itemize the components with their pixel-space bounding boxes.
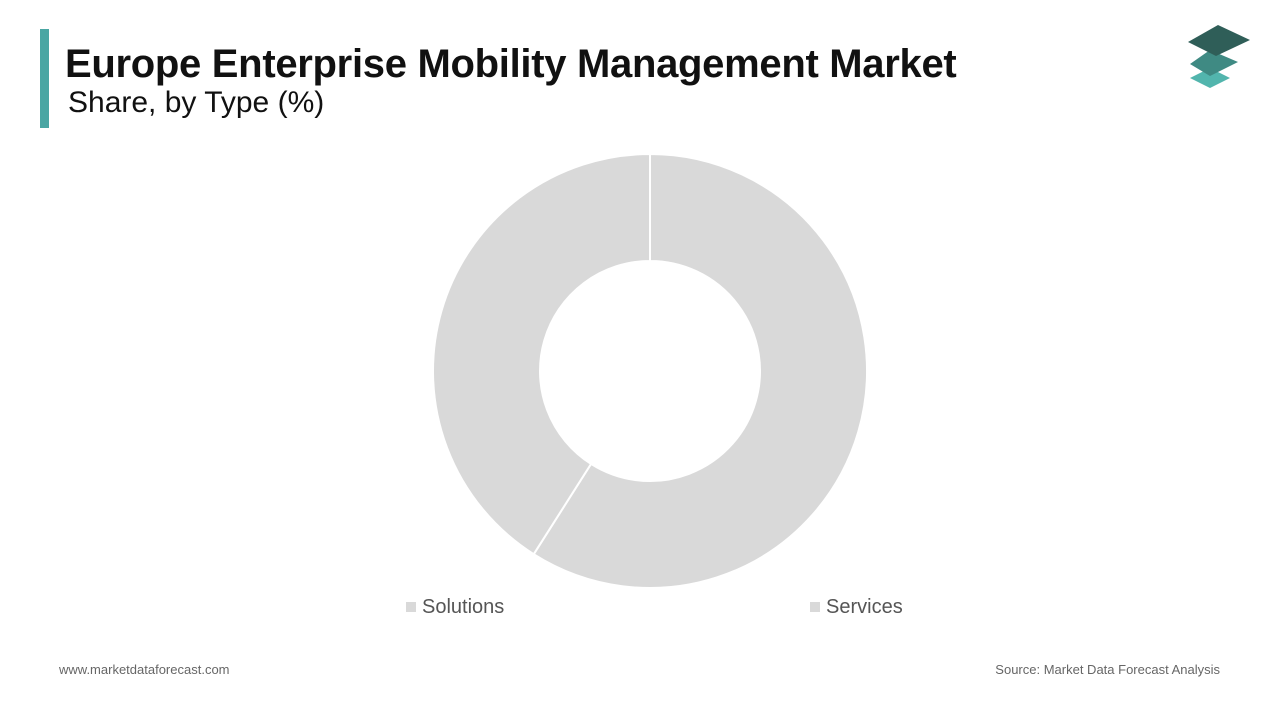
logo-layer-middle [1190,50,1238,76]
legend-label-solutions: Solutions [422,595,505,618]
footer-website: www.marketdataforecast.com [59,662,230,677]
stacked-layers-icon [1188,25,1250,88]
legend-swatch-solutions [406,602,416,612]
legend-swatch-services [810,602,820,612]
donut-slice-services [532,152,868,589]
logo-layer-top [1188,25,1250,56]
legend-item-services: Services [810,594,903,620]
legend-item-solutions: Solutions [406,594,504,620]
donut-slice-solutions [432,152,651,556]
page-subtitle: Share, by Type (%) [68,86,325,119]
legend-label-services: Services [826,595,903,618]
logo-layer-bottom [1190,68,1230,88]
page-title: Europe Enterprise Mobility Management Ma… [65,42,957,86]
footer-source: Source: Market Data Forecast Analysis [995,662,1220,677]
title-accent-bar [40,29,49,128]
